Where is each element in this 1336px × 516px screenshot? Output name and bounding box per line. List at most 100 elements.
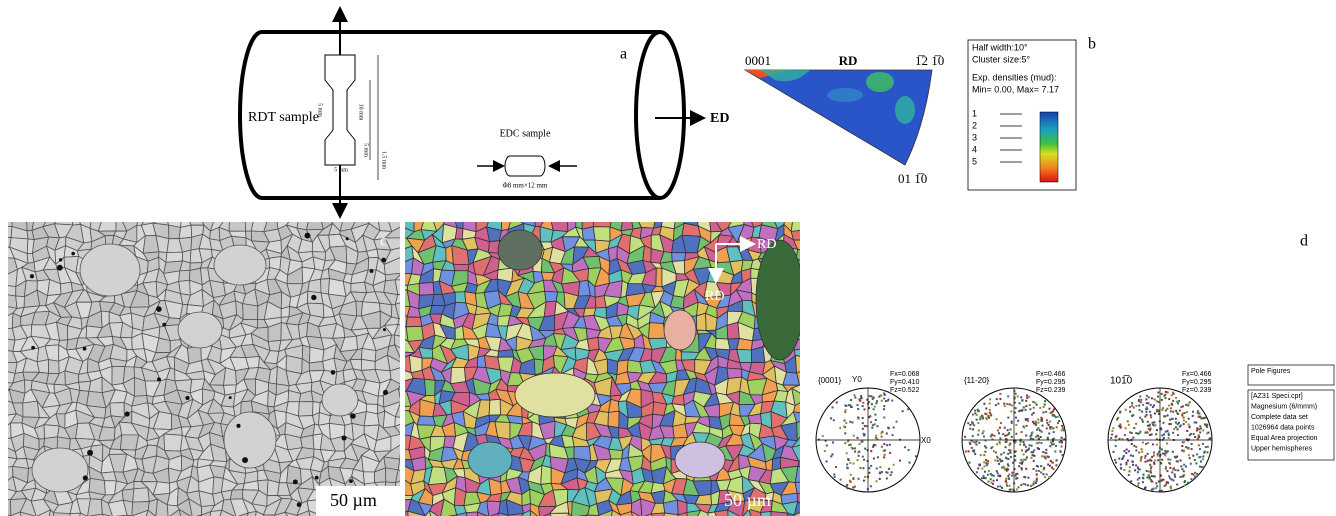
pole-point: [1168, 405, 1170, 407]
pole-point: [863, 459, 865, 461]
pole-point: [1169, 459, 1171, 461]
pole-point: [1022, 461, 1024, 463]
pole-point: [1162, 407, 1164, 409]
pole-point: [883, 408, 885, 410]
pole-point: [1153, 462, 1155, 464]
pole-point: [1170, 423, 1172, 425]
pole-point: [1023, 444, 1025, 446]
rd-label: RD: [757, 237, 776, 252]
pole-point: [1015, 417, 1017, 419]
pole-point: [1063, 429, 1065, 431]
pole-point: [986, 464, 988, 466]
pole-point: [1192, 455, 1194, 457]
pole-point: [1183, 464, 1185, 466]
pole-point: [1147, 442, 1149, 444]
pole-point: [1007, 417, 1009, 419]
pole-point: [1148, 428, 1150, 430]
pole-point: [1132, 437, 1134, 439]
pole-point: [1198, 428, 1200, 430]
pole-point: [1131, 443, 1133, 445]
large-grain: [468, 442, 512, 478]
pore: [59, 258, 62, 261]
pole-point: [1202, 458, 1204, 460]
pole-point: [1052, 414, 1054, 416]
pole-point: [1016, 488, 1018, 490]
pole-point: [1175, 421, 1177, 423]
panel-label: b: [1088, 36, 1096, 53]
pole-point: [1049, 421, 1051, 423]
dim: 5 mm: [363, 143, 369, 157]
legend-line: Min= 0.00, Max= 7.17: [972, 84, 1059, 94]
pole-point: [1026, 425, 1028, 427]
pole-point: [1011, 472, 1013, 474]
pole-point: [883, 417, 885, 419]
pole-point: [1025, 451, 1027, 453]
pole-point: [1128, 474, 1130, 476]
pore: [293, 479, 298, 484]
pole-point: [1130, 480, 1132, 482]
pole-point: [1035, 421, 1037, 423]
grain: [587, 337, 599, 350]
pole-point: [1183, 474, 1185, 476]
pole-point: [1190, 478, 1192, 480]
pole-point: [1027, 477, 1029, 479]
pole-point: [1206, 451, 1208, 453]
pole-title: {11-20}: [964, 376, 990, 385]
pole-point: [850, 399, 852, 401]
pole-point: [1019, 462, 1021, 464]
pole-point: [999, 475, 1001, 477]
pole-stat: Fz=0.522: [890, 387, 919, 394]
pole-point: [996, 456, 998, 458]
pole-point: [979, 464, 981, 466]
pole-point: [1037, 418, 1039, 420]
pole-point: [1045, 411, 1047, 413]
pole-point: [1129, 406, 1131, 408]
pole-point: [1021, 431, 1023, 433]
pole-point: [1142, 442, 1144, 444]
pole-point: [1185, 466, 1187, 468]
pole-point: [1015, 407, 1017, 409]
pole-point: [847, 440, 849, 442]
pole-point: [848, 444, 850, 446]
pole-point: [971, 423, 973, 425]
rd-label: RD: [705, 289, 724, 304]
pore: [349, 479, 353, 483]
pole-point: [1149, 411, 1151, 413]
pole-point: [971, 447, 973, 449]
pole-point: [1178, 422, 1180, 424]
pole-point: [859, 443, 861, 445]
panel-label: a: [620, 46, 627, 63]
pole-point: [1031, 454, 1033, 456]
pole-point: [973, 451, 975, 453]
pole-point: [1150, 416, 1152, 418]
pole-point: [1120, 463, 1122, 465]
pore: [157, 377, 161, 381]
pole-point: [1005, 441, 1007, 443]
pole-point: [989, 412, 991, 414]
grain: [71, 214, 80, 225]
pole-point: [1204, 451, 1206, 453]
pole-point: [1157, 455, 1159, 457]
pore: [350, 413, 355, 418]
panel-label: c: [380, 233, 387, 250]
large-grain: [224, 412, 276, 468]
pole-point: [996, 418, 998, 420]
pole-point: [1044, 476, 1046, 478]
pole-point: [1174, 473, 1176, 475]
pole-point: [996, 398, 998, 400]
pole-point: [869, 395, 871, 397]
pole-point: [1162, 453, 1164, 455]
grain: [179, 271, 190, 282]
grain: [541, 465, 551, 484]
pole-point: [886, 477, 888, 479]
pore: [370, 269, 374, 273]
pole-point: [862, 467, 864, 469]
large-grain: [322, 384, 358, 416]
pole-point: [1181, 445, 1183, 447]
grain: [791, 213, 807, 231]
pole-point: [990, 482, 992, 484]
pole-point: [1042, 473, 1044, 475]
pole-point: [886, 433, 888, 435]
pole-point: [1046, 422, 1048, 424]
pole-point: [1123, 455, 1125, 457]
